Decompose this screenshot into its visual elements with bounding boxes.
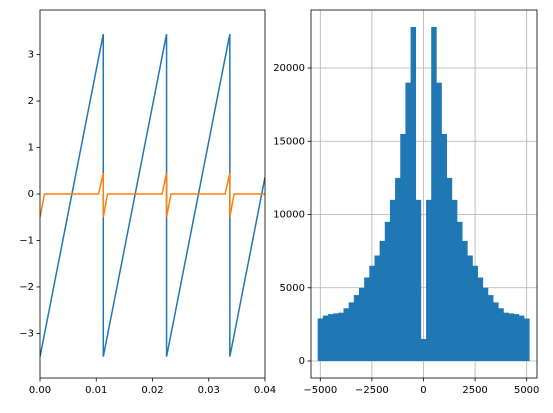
y-tick-label: −2	[19, 282, 34, 293]
y-tick-label: 0	[28, 189, 34, 200]
bar	[477, 277, 484, 362]
x-tick-label: 2500	[462, 385, 487, 396]
bar	[317, 318, 324, 362]
bar	[389, 199, 396, 362]
subplot: −5000 −2500 0 2500 5000 0 5000 10000 15000 20000	[273, 9, 539, 396]
bar	[524, 318, 530, 362]
bar	[328, 314, 334, 362]
bar	[348, 302, 355, 362]
bar	[322, 315, 329, 362]
x-tick-label: 5000	[514, 385, 539, 396]
x-tick-label: 0.03	[198, 385, 220, 396]
bar	[431, 26, 437, 362]
bar	[451, 199, 458, 362]
x-tick-label: −2500	[355, 385, 389, 396]
bar	[374, 255, 380, 362]
bar	[364, 277, 370, 362]
line-series	[40, 34, 265, 357]
bar	[472, 265, 478, 362]
axes-frame	[310, 9, 538, 379]
bar	[384, 221, 391, 362]
y-tick-label: −3	[19, 328, 34, 339]
bar	[498, 308, 504, 362]
y-tick-label: 20000	[273, 63, 305, 74]
y-tick-label: 0	[299, 356, 305, 367]
x-tick-label: 0	[420, 385, 426, 396]
bar	[405, 82, 411, 362]
bar	[487, 295, 494, 362]
y-tick-label: 15000	[273, 136, 305, 147]
plot-area	[317, 26, 530, 362]
x-tick-label: 0.02	[141, 385, 163, 396]
bar	[420, 339, 427, 362]
bar	[353, 295, 360, 362]
x-tick-label: 0.00	[29, 385, 51, 396]
bar	[379, 240, 386, 362]
bar	[338, 312, 344, 362]
subplot: 0.00 0.01 0.02 0.03 0.04 −3 −2 −1 0 1 2 3	[19, 9, 276, 396]
y-tick-label: 1	[28, 143, 34, 154]
bar	[513, 314, 520, 362]
bar	[343, 308, 349, 362]
bar	[369, 265, 375, 362]
bar	[426, 199, 432, 362]
bar	[446, 177, 453, 362]
bar	[503, 312, 509, 362]
line-series	[40, 172, 265, 218]
bar	[441, 133, 448, 362]
bar	[518, 315, 525, 362]
plot-area	[40, 34, 265, 357]
bar	[333, 313, 339, 362]
bar	[410, 26, 417, 362]
x-tick-label: 0.04	[254, 385, 276, 396]
bar	[395, 177, 401, 362]
y-tick-label: 5000	[280, 283, 305, 294]
bar	[358, 287, 365, 362]
bar	[400, 133, 406, 362]
y-tick-label: 3	[28, 50, 34, 61]
bar	[462, 240, 468, 362]
x-tick-label: −5000	[303, 385, 337, 396]
y-tick-label: 10000	[273, 210, 305, 221]
bar	[493, 302, 499, 362]
bar	[508, 313, 515, 362]
bar	[415, 199, 422, 362]
bar	[482, 287, 489, 362]
x-tick-label: 0.01	[85, 385, 107, 396]
bar	[436, 82, 442, 362]
bar	[457, 221, 463, 362]
y-tick-label: 2	[28, 96, 34, 107]
bar	[467, 255, 473, 362]
y-tick-label: −1	[19, 235, 34, 246]
